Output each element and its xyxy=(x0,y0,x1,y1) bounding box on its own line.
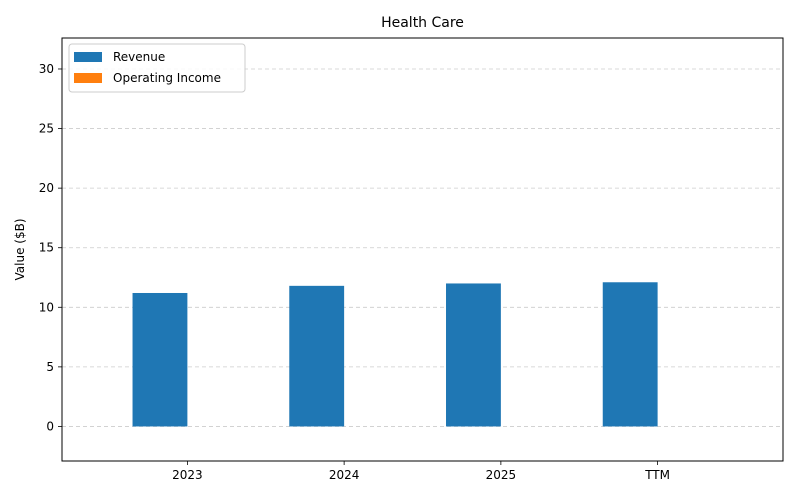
y-tick-label: 10 xyxy=(39,300,54,314)
chart-title: Health Care xyxy=(381,15,464,31)
x-tick-label: 2023 xyxy=(172,468,203,482)
bar-revenue xyxy=(132,292,188,427)
y-tick-label: 25 xyxy=(39,122,54,136)
y-tick-label: 0 xyxy=(46,419,54,433)
y-axis-label: Value ($B) xyxy=(13,219,27,281)
y-tick-label: 20 xyxy=(39,181,54,195)
bar-revenue xyxy=(289,285,345,427)
legend-frame xyxy=(68,43,246,93)
bar-revenue xyxy=(446,283,501,427)
y-tick-label: 30 xyxy=(39,62,54,76)
x-tick-label: 2024 xyxy=(329,468,360,482)
legend-entry: Operating Income xyxy=(113,71,221,85)
bar-revenue xyxy=(602,282,658,427)
plot-frame xyxy=(61,37,784,462)
x-tick-label: TTM xyxy=(644,468,670,482)
legend-swatch xyxy=(74,73,102,83)
legend: Revenue Operating Income xyxy=(68,43,246,93)
legend-entry: Revenue xyxy=(113,50,165,64)
x-tick-label: 2025 xyxy=(486,468,517,482)
legend-swatch xyxy=(74,52,102,62)
bars xyxy=(132,282,713,427)
y-tick-label: 15 xyxy=(39,241,54,255)
y-tick-label: 5 xyxy=(46,360,54,374)
